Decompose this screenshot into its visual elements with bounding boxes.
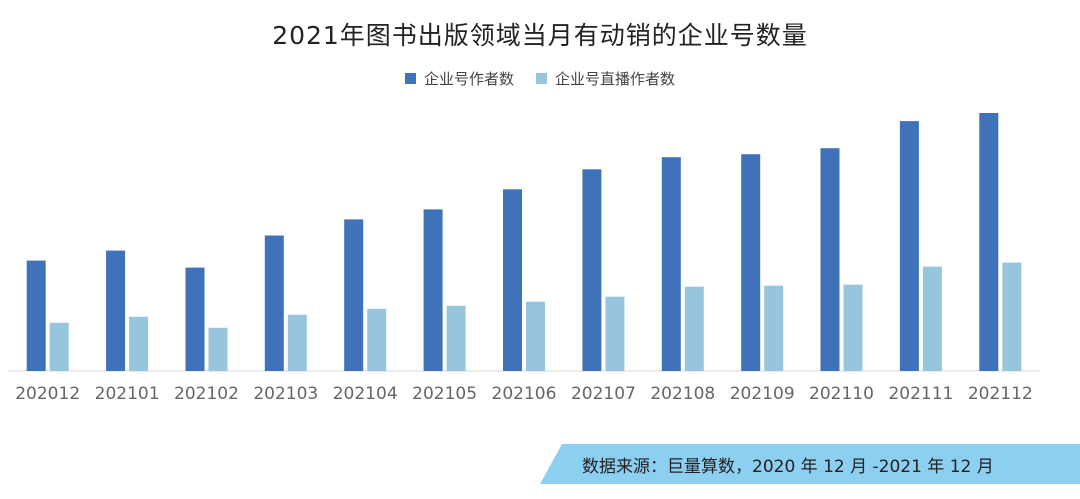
x-tick-label: 202012 xyxy=(15,384,80,404)
bar-series-1-202101 xyxy=(106,250,126,371)
bar-series-2-202102 xyxy=(208,327,228,371)
x-tick-label: 202107 xyxy=(571,384,636,404)
legend: 企业号作者数 企业号直播作者数 xyxy=(0,68,1080,89)
legend-swatch-series-1 xyxy=(404,73,416,84)
x-tick-label: 202105 xyxy=(412,384,477,404)
x-tick-label: 202110 xyxy=(809,384,874,404)
x-tick-label: 202111 xyxy=(888,384,953,404)
bar-series-1-202106 xyxy=(503,189,522,371)
bar-chart: 202012 202101 202102 202103 202104 202105 2021… xyxy=(8,113,1040,404)
legend-item-series-2: 企业号直播作者数 xyxy=(536,68,675,89)
bar-series-2-202104 xyxy=(367,308,387,371)
x-tick-label: 202106 xyxy=(492,384,557,404)
legend-swatch-series-2 xyxy=(536,73,547,84)
bar-series-2-202105 xyxy=(446,305,466,371)
bar-series-1-202110 xyxy=(820,148,840,371)
bar-series-1-202107 xyxy=(582,169,602,371)
bar-series-1-202112 xyxy=(979,113,999,371)
x-tick-label: 202104 xyxy=(333,384,398,404)
bar-series-1-202105 xyxy=(423,209,443,371)
x-tick-label: 202102 xyxy=(174,384,239,404)
bar-series-1-202111 xyxy=(899,121,919,371)
bar-series-2-202112 xyxy=(1002,262,1022,371)
legend-item-series-1: 企业号作者数 xyxy=(404,68,514,89)
x-tick-label: 202109 xyxy=(730,384,795,404)
bar-series-1-202104 xyxy=(344,219,364,371)
bar-series-2-202107 xyxy=(605,296,625,371)
x-tick-label: 202101 xyxy=(95,384,160,404)
bar-series-1-202103 xyxy=(264,235,284,371)
bar-series-2-202108 xyxy=(684,286,704,371)
bar-series-2-202111 xyxy=(922,266,942,371)
bar-series-2-202012 xyxy=(49,322,69,371)
bar-series-1-202108 xyxy=(661,157,681,371)
bar-series-1-202102 xyxy=(185,267,205,371)
legend-label-series-2: 企业号直播作者数 xyxy=(555,70,676,88)
bar-series-2-202101 xyxy=(129,316,149,371)
x-tick-label: 202108 xyxy=(650,384,715,404)
bar-series-2-202106 xyxy=(526,301,545,371)
x-tick-label: 202103 xyxy=(253,384,318,404)
bar-series-1-202109 xyxy=(741,154,761,371)
bar-series-2-202103 xyxy=(287,314,307,371)
x-tick-label: 202112 xyxy=(968,384,1033,404)
legend-label-series-1: 企业号作者数 xyxy=(423,70,514,88)
bar-series-2-202109 xyxy=(764,285,784,371)
source-banner xyxy=(540,444,1080,484)
bar-series-2-202110 xyxy=(843,284,863,371)
source-text: 数据来源：巨量算数，2020 年 12 月 -2021 年 12 月 xyxy=(582,457,994,477)
chart-title: 2021年图书出版领域当月有动销的企业号数量 xyxy=(272,21,808,50)
bar-series-1-202012 xyxy=(26,260,46,371)
